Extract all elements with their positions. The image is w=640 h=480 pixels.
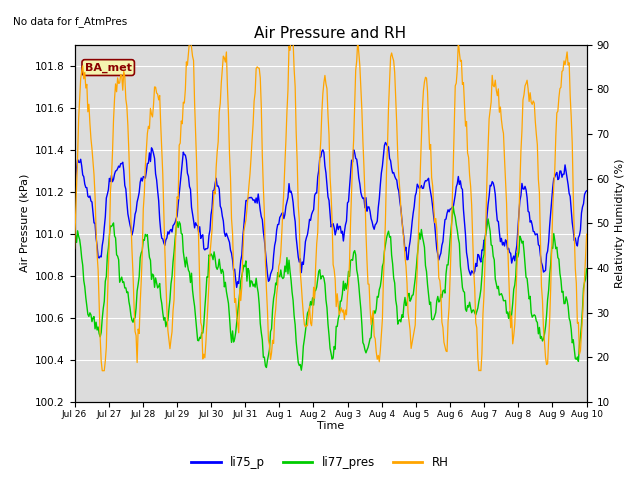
Y-axis label: Relativity Humidity (%): Relativity Humidity (%) <box>615 158 625 288</box>
Text: No data for f_AtmPres: No data for f_AtmPres <box>13 16 127 27</box>
Title: Air Pressure and RH: Air Pressure and RH <box>255 25 406 41</box>
Text: BA_met: BA_met <box>84 62 132 72</box>
Y-axis label: Air Pressure (kPa): Air Pressure (kPa) <box>19 174 29 273</box>
Legend: li75_p, li77_pres, RH: li75_p, li77_pres, RH <box>187 452 453 474</box>
X-axis label: Time: Time <box>317 421 344 432</box>
